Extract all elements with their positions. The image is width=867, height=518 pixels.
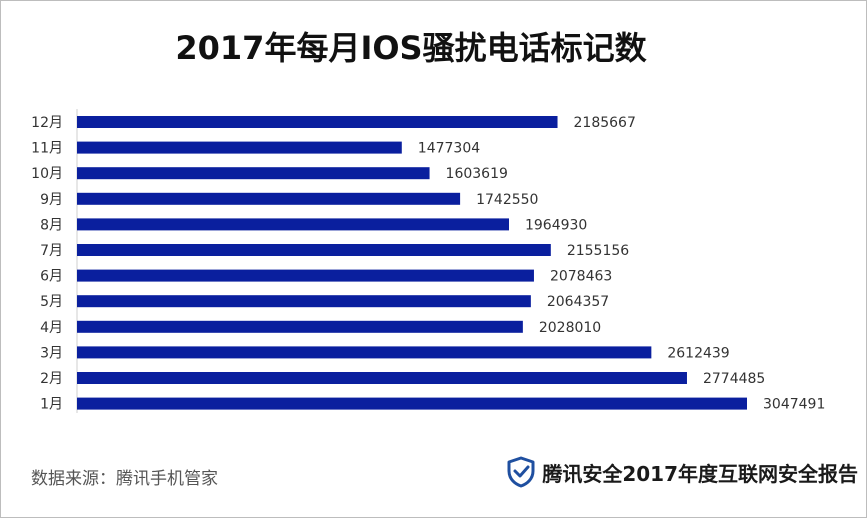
y-tick-label: 2月 [40,371,63,387]
bar-group: 12月 2185667 11月 1477304 10月 1603619 9月 1742550 8… [31,115,825,413]
bar [77,295,531,308]
bar [77,116,558,128]
bar [77,218,509,231]
bar [77,167,430,180]
y-tick-label: 11月 [31,141,63,157]
y-tick-label: 12月 [31,115,63,131]
bar [77,320,523,333]
data-source-note: 数据来源：腾讯手机管家 [31,469,218,489]
bar [77,372,687,384]
data-label: 2028010 [539,320,601,336]
data-label: 1603619 [446,166,508,182]
data-label: 2612439 [667,345,729,361]
y-tick-label: 3月 [40,345,63,361]
shield-check-icon [507,456,535,488]
y-tick-label: 5月 [40,294,63,310]
data-label: 1742550 [476,192,538,208]
y-tick-label: 9月 [40,192,63,208]
y-tick-label: 7月 [40,243,63,259]
data-label: 2064357 [547,294,609,310]
data-label: 2185667 [574,115,636,131]
chart-title: 2017年每月IOS骚扰电话标记数 [175,29,647,67]
bar [77,269,534,282]
data-label: 2078463 [550,269,612,285]
footer-brand: 腾讯安全2017年度互联网安全报告 [506,456,858,488]
y-tick-label: 4月 [40,320,63,336]
bar [77,141,402,154]
data-label: 1477304 [418,141,480,157]
y-tick-label: 10月 [31,166,63,182]
bar [77,397,747,410]
y-tick-label: 1月 [40,397,63,413]
data-label: 1964930 [525,217,587,233]
y-tick-label: 6月 [40,269,63,285]
y-tick-label: 8月 [40,217,63,233]
footer-report-title: 腾讯安全2017年度互联网安全报告 [542,461,858,486]
data-label: 2155156 [567,243,629,259]
bar [77,244,551,256]
bar [77,346,652,359]
data-label: 3047491 [763,397,825,413]
bar [77,192,461,205]
data-label: 2774485 [703,371,765,387]
